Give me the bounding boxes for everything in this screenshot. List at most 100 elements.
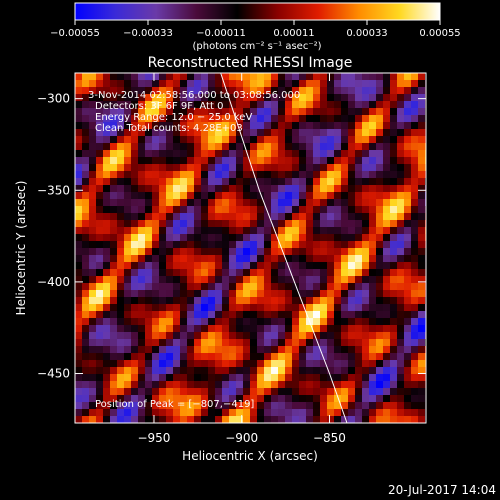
heatmap-cell bbox=[229, 255, 237, 263]
heatmap-cell bbox=[89, 108, 97, 116]
heatmap-cell bbox=[411, 241, 419, 249]
heatmap-cell bbox=[383, 171, 391, 179]
heatmap-cell bbox=[418, 192, 426, 200]
heatmap-cell bbox=[117, 374, 125, 382]
heatmap-cell bbox=[201, 241, 209, 249]
heatmap-cell bbox=[152, 129, 160, 137]
heatmap-cell bbox=[306, 136, 314, 144]
heatmap-cell bbox=[166, 409, 174, 417]
heatmap-cell bbox=[369, 297, 377, 305]
heatmap-cell bbox=[257, 402, 265, 410]
heatmap-cell bbox=[390, 283, 398, 291]
heatmap-cell bbox=[271, 311, 279, 319]
heatmap-cell bbox=[96, 290, 104, 298]
heatmap-cell bbox=[215, 206, 223, 214]
heatmap-cell bbox=[369, 108, 377, 116]
heatmap-cell bbox=[376, 171, 384, 179]
heatmap-cell bbox=[320, 318, 328, 326]
heatmap-cell bbox=[138, 283, 146, 291]
heatmap-cell bbox=[355, 101, 363, 109]
heatmap-cell bbox=[418, 108, 426, 116]
heatmap-cell bbox=[320, 164, 328, 172]
heatmap-cell bbox=[173, 234, 181, 242]
heatmap-cell bbox=[166, 164, 174, 172]
heatmap-cell bbox=[306, 206, 314, 214]
heatmap-cell bbox=[215, 87, 223, 95]
heatmap-cell bbox=[264, 178, 272, 186]
heatmap-cell bbox=[418, 73, 426, 81]
heatmap-cell bbox=[341, 416, 349, 423]
heatmap-cell bbox=[376, 318, 384, 326]
heatmap-cell bbox=[89, 143, 97, 151]
heatmap-cell bbox=[313, 325, 321, 333]
heatmap-cell bbox=[152, 416, 160, 423]
heatmap-cell bbox=[243, 395, 251, 403]
heatmap-cell bbox=[187, 367, 195, 375]
heatmap-cell bbox=[173, 409, 181, 417]
heatmap-cell bbox=[404, 360, 412, 368]
heatmap-cell bbox=[138, 297, 146, 305]
heatmap-cell bbox=[383, 276, 391, 284]
heatmap-cell bbox=[313, 185, 321, 193]
heatmap-cell bbox=[271, 276, 279, 284]
heatmap-cell bbox=[201, 374, 209, 382]
heatmap-cell bbox=[89, 101, 97, 109]
heatmap-cell bbox=[89, 206, 97, 214]
heatmap-cell bbox=[103, 171, 111, 179]
heatmap-cell bbox=[334, 136, 342, 144]
heatmap-cell bbox=[110, 87, 118, 95]
heatmap-cell bbox=[103, 367, 111, 375]
heatmap-cell bbox=[173, 283, 181, 291]
heatmap-cell bbox=[187, 157, 195, 165]
heatmap-cell bbox=[285, 220, 293, 228]
heatmap-cell bbox=[418, 255, 426, 263]
heatmap-cell bbox=[257, 108, 265, 116]
heatmap-cell bbox=[341, 360, 349, 368]
heatmap-cell bbox=[201, 234, 209, 242]
heatmap-cell bbox=[271, 178, 279, 186]
heatmap-cell bbox=[96, 122, 104, 130]
heatmap-cell bbox=[131, 220, 139, 228]
heatmap-cell bbox=[166, 395, 174, 403]
heatmap-cell bbox=[285, 108, 293, 116]
heatmap-cell bbox=[159, 241, 167, 249]
heatmap-cell bbox=[306, 220, 314, 228]
heatmap-cell bbox=[236, 402, 244, 410]
heatmap-cell bbox=[411, 325, 419, 333]
heatmap-cell bbox=[229, 136, 237, 144]
heatmap-cell bbox=[376, 332, 384, 340]
heatmap-cell bbox=[383, 234, 391, 242]
heatmap-cell bbox=[334, 248, 342, 256]
heatmap-cell bbox=[341, 227, 349, 235]
heatmap-cell bbox=[383, 108, 391, 116]
heatmap-cell bbox=[313, 367, 321, 375]
heatmap-cell bbox=[250, 255, 258, 263]
heatmap-cell bbox=[138, 388, 146, 396]
heatmap-cell bbox=[250, 206, 258, 214]
heatmap-cell bbox=[264, 346, 272, 354]
heatmap-cell bbox=[243, 241, 251, 249]
chart-title: Reconstructed RHESSI Image bbox=[148, 55, 353, 71]
heatmap-cell bbox=[390, 220, 398, 228]
heatmap-cell bbox=[131, 269, 139, 277]
heatmap-cell bbox=[75, 108, 83, 116]
heatmap-cell bbox=[418, 353, 426, 361]
heatmap-cell bbox=[306, 255, 314, 263]
heatmap-cell bbox=[292, 87, 300, 95]
heatmap-cell bbox=[313, 227, 321, 235]
heatmap-cell bbox=[404, 304, 412, 312]
heatmap-cell bbox=[145, 402, 153, 410]
footer-timestamp: 20-Jul-2017 14:04 bbox=[388, 483, 496, 497]
heatmap-cell bbox=[404, 283, 412, 291]
heatmap-cell bbox=[201, 283, 209, 291]
heatmap-cell bbox=[229, 157, 237, 165]
heatmap-cell bbox=[243, 227, 251, 235]
heatmap-cell bbox=[180, 220, 188, 228]
heatmap-cell bbox=[271, 374, 279, 382]
heatmap-cell bbox=[208, 409, 216, 417]
heatmap-cell bbox=[292, 311, 300, 319]
heatmap-cell bbox=[383, 262, 391, 270]
heatmap-cell bbox=[348, 73, 356, 81]
heatmap-cell bbox=[180, 304, 188, 312]
heatmap-cell bbox=[96, 185, 104, 193]
